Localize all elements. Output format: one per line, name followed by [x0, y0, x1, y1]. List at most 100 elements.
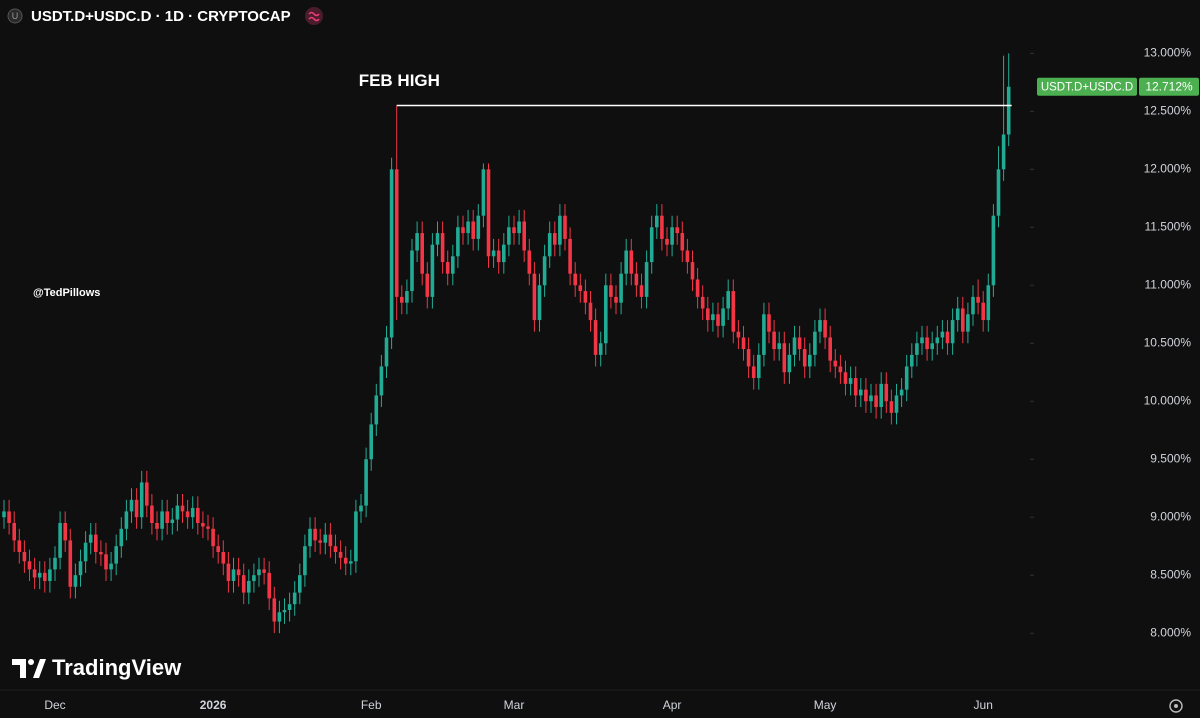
candle-body [782, 343, 787, 373]
candle-body [349, 561, 353, 564]
candle-body [486, 169, 491, 257]
candle-body [976, 296, 980, 303]
y-tick-label: 12.500% [1144, 103, 1192, 117]
candle-body [563, 215, 567, 239]
candle-body [945, 331, 950, 344]
candle-body [507, 227, 511, 245]
candle-body [53, 557, 57, 570]
symbol-icon-letter: U [12, 11, 19, 21]
candle-body [104, 554, 108, 570]
candle-body [114, 546, 118, 564]
candle-body [22, 552, 27, 562]
candle-body [201, 523, 205, 527]
candle-body [481, 169, 486, 216]
candle-body [165, 511, 169, 524]
candle-body [961, 308, 965, 332]
candle-body [813, 331, 817, 355]
candle-body [553, 233, 557, 245]
candle-body [614, 296, 618, 303]
candle-body [272, 598, 277, 622]
candle-body [267, 572, 271, 599]
candle-body [716, 314, 720, 326]
candle-body [981, 302, 985, 321]
y-tick-label: 10.500% [1144, 335, 1192, 349]
candle-body [445, 262, 450, 274]
candle-body [706, 308, 710, 321]
x-tick-label: May [814, 698, 837, 712]
candle-body [802, 349, 807, 367]
candle-body [216, 546, 220, 552]
candle-body [797, 337, 802, 350]
candle-body [252, 575, 256, 581]
y-tick-label: 12.000% [1144, 161, 1192, 175]
candle-body [461, 227, 465, 234]
candle-body [287, 604, 292, 610]
chart-title: USDT.D+USDC.D · 1D · CRYPTOCAP [31, 8, 291, 25]
candle-body [99, 552, 103, 555]
status-icon [308, 11, 320, 22]
candle-body [843, 372, 848, 384]
candle-body [1006, 86, 1011, 135]
candle-body [425, 273, 430, 297]
candle-body [308, 528, 312, 547]
candle-body [649, 227, 654, 263]
x-tick-label: Dec [44, 698, 65, 712]
candle-body [185, 511, 190, 518]
candle-body [410, 250, 414, 292]
candle-body [920, 337, 924, 344]
candle-body [68, 540, 73, 587]
candle-body [236, 569, 241, 576]
candle-body [12, 523, 16, 541]
candle-body [670, 227, 674, 245]
candle-body [328, 534, 333, 547]
candle-body [303, 546, 307, 576]
candle-body [604, 285, 608, 344]
candle-body [63, 523, 67, 541]
candle-body [609, 285, 613, 297]
candle-body [389, 169, 394, 338]
candle-body [864, 389, 868, 402]
brand-name: TradingView [52, 655, 182, 680]
candle-body [568, 238, 572, 274]
candle-body [522, 221, 526, 251]
candle-body [37, 572, 42, 578]
candle-body [1001, 134, 1006, 170]
candle-body [869, 395, 873, 402]
settings-button-dot[interactable] [1174, 704, 1178, 708]
candle-body [971, 296, 975, 315]
candle-body [823, 320, 827, 338]
candle-body [639, 285, 644, 297]
candle-body [955, 308, 960, 321]
candle-body [792, 337, 797, 355]
candle-body [996, 169, 1001, 216]
candle-body [818, 320, 822, 332]
y-tick-label: 8.500% [1150, 567, 1191, 581]
settings-button[interactable] [1169, 699, 1183, 713]
candle-body [262, 569, 266, 573]
candle-body [991, 215, 996, 286]
candle-body [935, 337, 940, 344]
candle-body [231, 569, 236, 581]
candle-body [496, 250, 501, 263]
brand-logo [33, 659, 46, 678]
candle-body [298, 575, 302, 593]
candle-body [537, 285, 542, 321]
candle-body [644, 262, 649, 297]
candle-body [904, 366, 909, 390]
candle-body [751, 366, 756, 379]
candle-body [226, 563, 231, 581]
candle-body [180, 505, 185, 512]
candle-body [88, 534, 93, 543]
x-tick-label: Jun [974, 698, 993, 712]
candle-body [384, 337, 389, 367]
candle-body [430, 244, 435, 297]
candle-body [354, 511, 358, 562]
candle-body [247, 580, 251, 593]
candle-body [711, 314, 715, 321]
candle-body [338, 552, 343, 558]
candle-body [369, 424, 373, 460]
candle-body [910, 354, 914, 367]
candle-body [731, 291, 736, 332]
candle-body [726, 291, 730, 309]
candle-body [619, 273, 623, 303]
